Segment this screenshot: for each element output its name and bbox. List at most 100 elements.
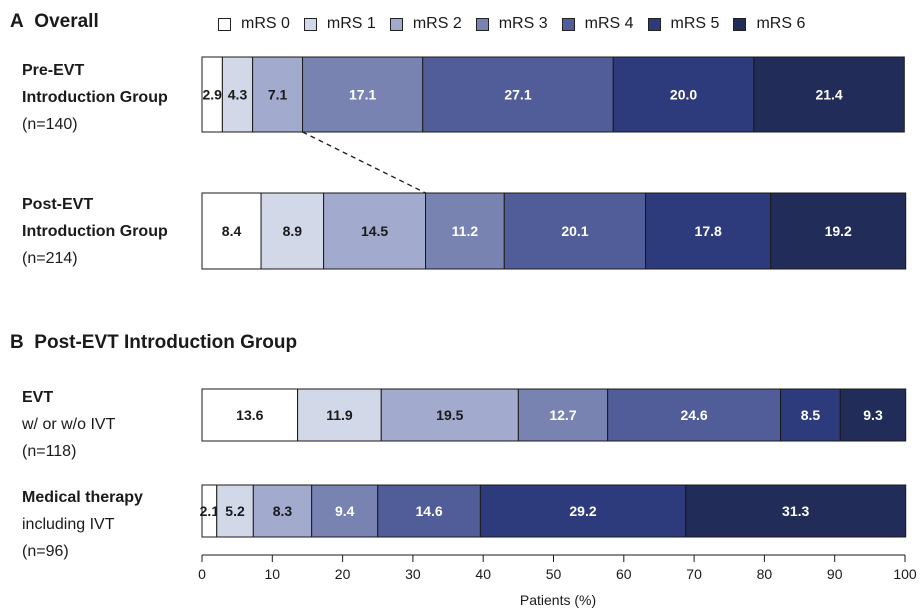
legend-swatch — [561, 17, 575, 31]
legend-item-mrs4: mRS 4 — [561, 15, 634, 33]
bar-segment — [221, 56, 254, 133]
group-label-n: (n=118) — [22, 443, 77, 460]
legend-swatch — [389, 17, 403, 31]
x-tick-label: 100 — [893, 566, 917, 582]
bar-segment — [607, 388, 782, 442]
segment-label: 19.2 — [825, 223, 852, 239]
bar-segment — [311, 484, 379, 538]
x-tick-label: 70 — [686, 566, 702, 582]
group-label-pre-evt: Pre-EVT Introduction Group (n=140) — [22, 57, 168, 138]
segment-label: 12.7 — [549, 407, 576, 423]
bar-segment — [201, 388, 299, 442]
legend-label: mRS 1 — [326, 15, 376, 32]
bar-segment — [380, 388, 519, 442]
segment-label: 19.5 — [436, 407, 463, 423]
legend-label: mRS 6 — [756, 15, 806, 32]
segment-label: 8.9 — [283, 223, 303, 239]
bar-segment — [839, 388, 907, 442]
bar-segment — [422, 56, 614, 133]
bar-segment — [260, 192, 325, 270]
segment-label: 17.1 — [349, 87, 376, 103]
x-tick-label: 50 — [546, 566, 562, 582]
group-label-line1: EVT — [22, 389, 54, 406]
bar-segment — [770, 192, 907, 270]
legend-label: mRS 4 — [584, 15, 634, 32]
segment-label: 14.6 — [415, 503, 442, 519]
legend-item-mrs3: mRS 3 — [475, 15, 548, 33]
group-label-n: (n=214) — [22, 250, 78, 267]
legend-item-mrs6: mRS 6 — [733, 15, 805, 33]
x-tick-label: 90 — [827, 566, 843, 582]
bar-segment — [377, 484, 481, 538]
panel-b-letter: B — [10, 332, 24, 353]
x-tick-label: 30 — [405, 566, 421, 582]
bar-segment — [645, 192, 772, 270]
segment-label: 27.1 — [504, 87, 531, 103]
bar-segment — [685, 484, 907, 538]
x-tick-label: 20 — [335, 566, 351, 582]
legend-swatch — [733, 17, 747, 31]
bar-segment — [297, 388, 382, 442]
bar-segment — [479, 484, 687, 538]
legend-item-mrs1: mRS 1 — [303, 15, 376, 33]
legend-item-mrs5: mRS 5 — [647, 15, 719, 33]
legend-label: mRS 2 — [412, 15, 462, 32]
bar-segment — [216, 484, 254, 538]
x-axis-title: Patients (%) — [519, 592, 597, 608]
segment-label: 2.9 — [202, 87, 222, 103]
segment-label: 8.3 — [273, 503, 293, 519]
segment-label: 24.6 — [680, 407, 707, 423]
x-tick-label: 60 — [616, 566, 632, 582]
connector-dashed-line — [302, 131, 426, 194]
segment-label: 9.4 — [335, 503, 355, 519]
group-label-line1: Medical therapy — [22, 489, 143, 506]
bar-segment — [503, 192, 647, 270]
segment-label: 20.0 — [670, 87, 697, 103]
panel-b-title-text: Post-EVT Introduction Group — [34, 332, 298, 353]
bar-segment — [753, 56, 905, 133]
segment-label: 17.8 — [695, 223, 722, 239]
group-label-line1: Pre-EVT — [22, 62, 85, 79]
segment-label: 4.3 — [228, 87, 248, 103]
group-label-post-evt: Post-EVT Introduction Group (n=214) — [22, 191, 168, 272]
x-tick-label: 10 — [265, 566, 281, 582]
bar-segment — [780, 388, 841, 442]
legend-label: mRS 3 — [498, 15, 548, 32]
panel-b-title: B Post-EVT Introduction Group — [10, 332, 297, 354]
segment-label: 8.5 — [801, 407, 821, 423]
legend-label: mRS 0 — [241, 15, 290, 32]
segment-label: 8.4 — [222, 223, 242, 239]
x-tick-label: 80 — [757, 566, 773, 582]
panel-a-title-text: Overall — [34, 11, 99, 32]
group-label-n: (n=96) — [22, 543, 69, 560]
group-label-line2: Introduction Group — [22, 223, 168, 240]
bar-segment — [425, 192, 505, 270]
segment-label: 9.3 — [863, 407, 883, 423]
legend: mRS 0 mRS 1 mRS 2 mRS 3 mRS 4 mRS 5 mRS … — [218, 12, 819, 36]
segment-label: 20.1 — [561, 223, 588, 239]
group-label-line2: Introduction Group — [22, 89, 168, 106]
panel-a-letter: A — [10, 11, 24, 32]
bar-segment — [517, 388, 609, 442]
segment-label: 31.3 — [782, 503, 809, 519]
segment-label: 14.5 — [361, 223, 388, 239]
group-label-line1: Post-EVT — [22, 196, 94, 213]
x-tick-label: 40 — [475, 566, 491, 582]
legend-swatch — [475, 17, 489, 31]
group-label-evt: EVT w/ or w/o IVT (n=118) — [22, 384, 115, 465]
legend-swatch — [218, 17, 231, 31]
panel-a-title: A Overall — [10, 11, 99, 33]
segment-label: 11.9 — [326, 407, 353, 423]
group-label-line2: including IVT — [22, 516, 115, 533]
legend-item-mrs0: mRS 0 — [218, 15, 290, 33]
legend-item-mrs2: mRS 2 — [389, 15, 462, 33]
segment-label: 13.6 — [236, 407, 263, 423]
segment-label: 5.2 — [225, 503, 245, 519]
segment-label: 29.2 — [569, 503, 596, 519]
group-label-line2: w/ or w/o IVT — [22, 416, 116, 433]
segment-label: 7.1 — [268, 87, 288, 103]
group-label-n: (n=140) — [22, 116, 78, 133]
segment-label: 2.1 — [200, 503, 220, 519]
